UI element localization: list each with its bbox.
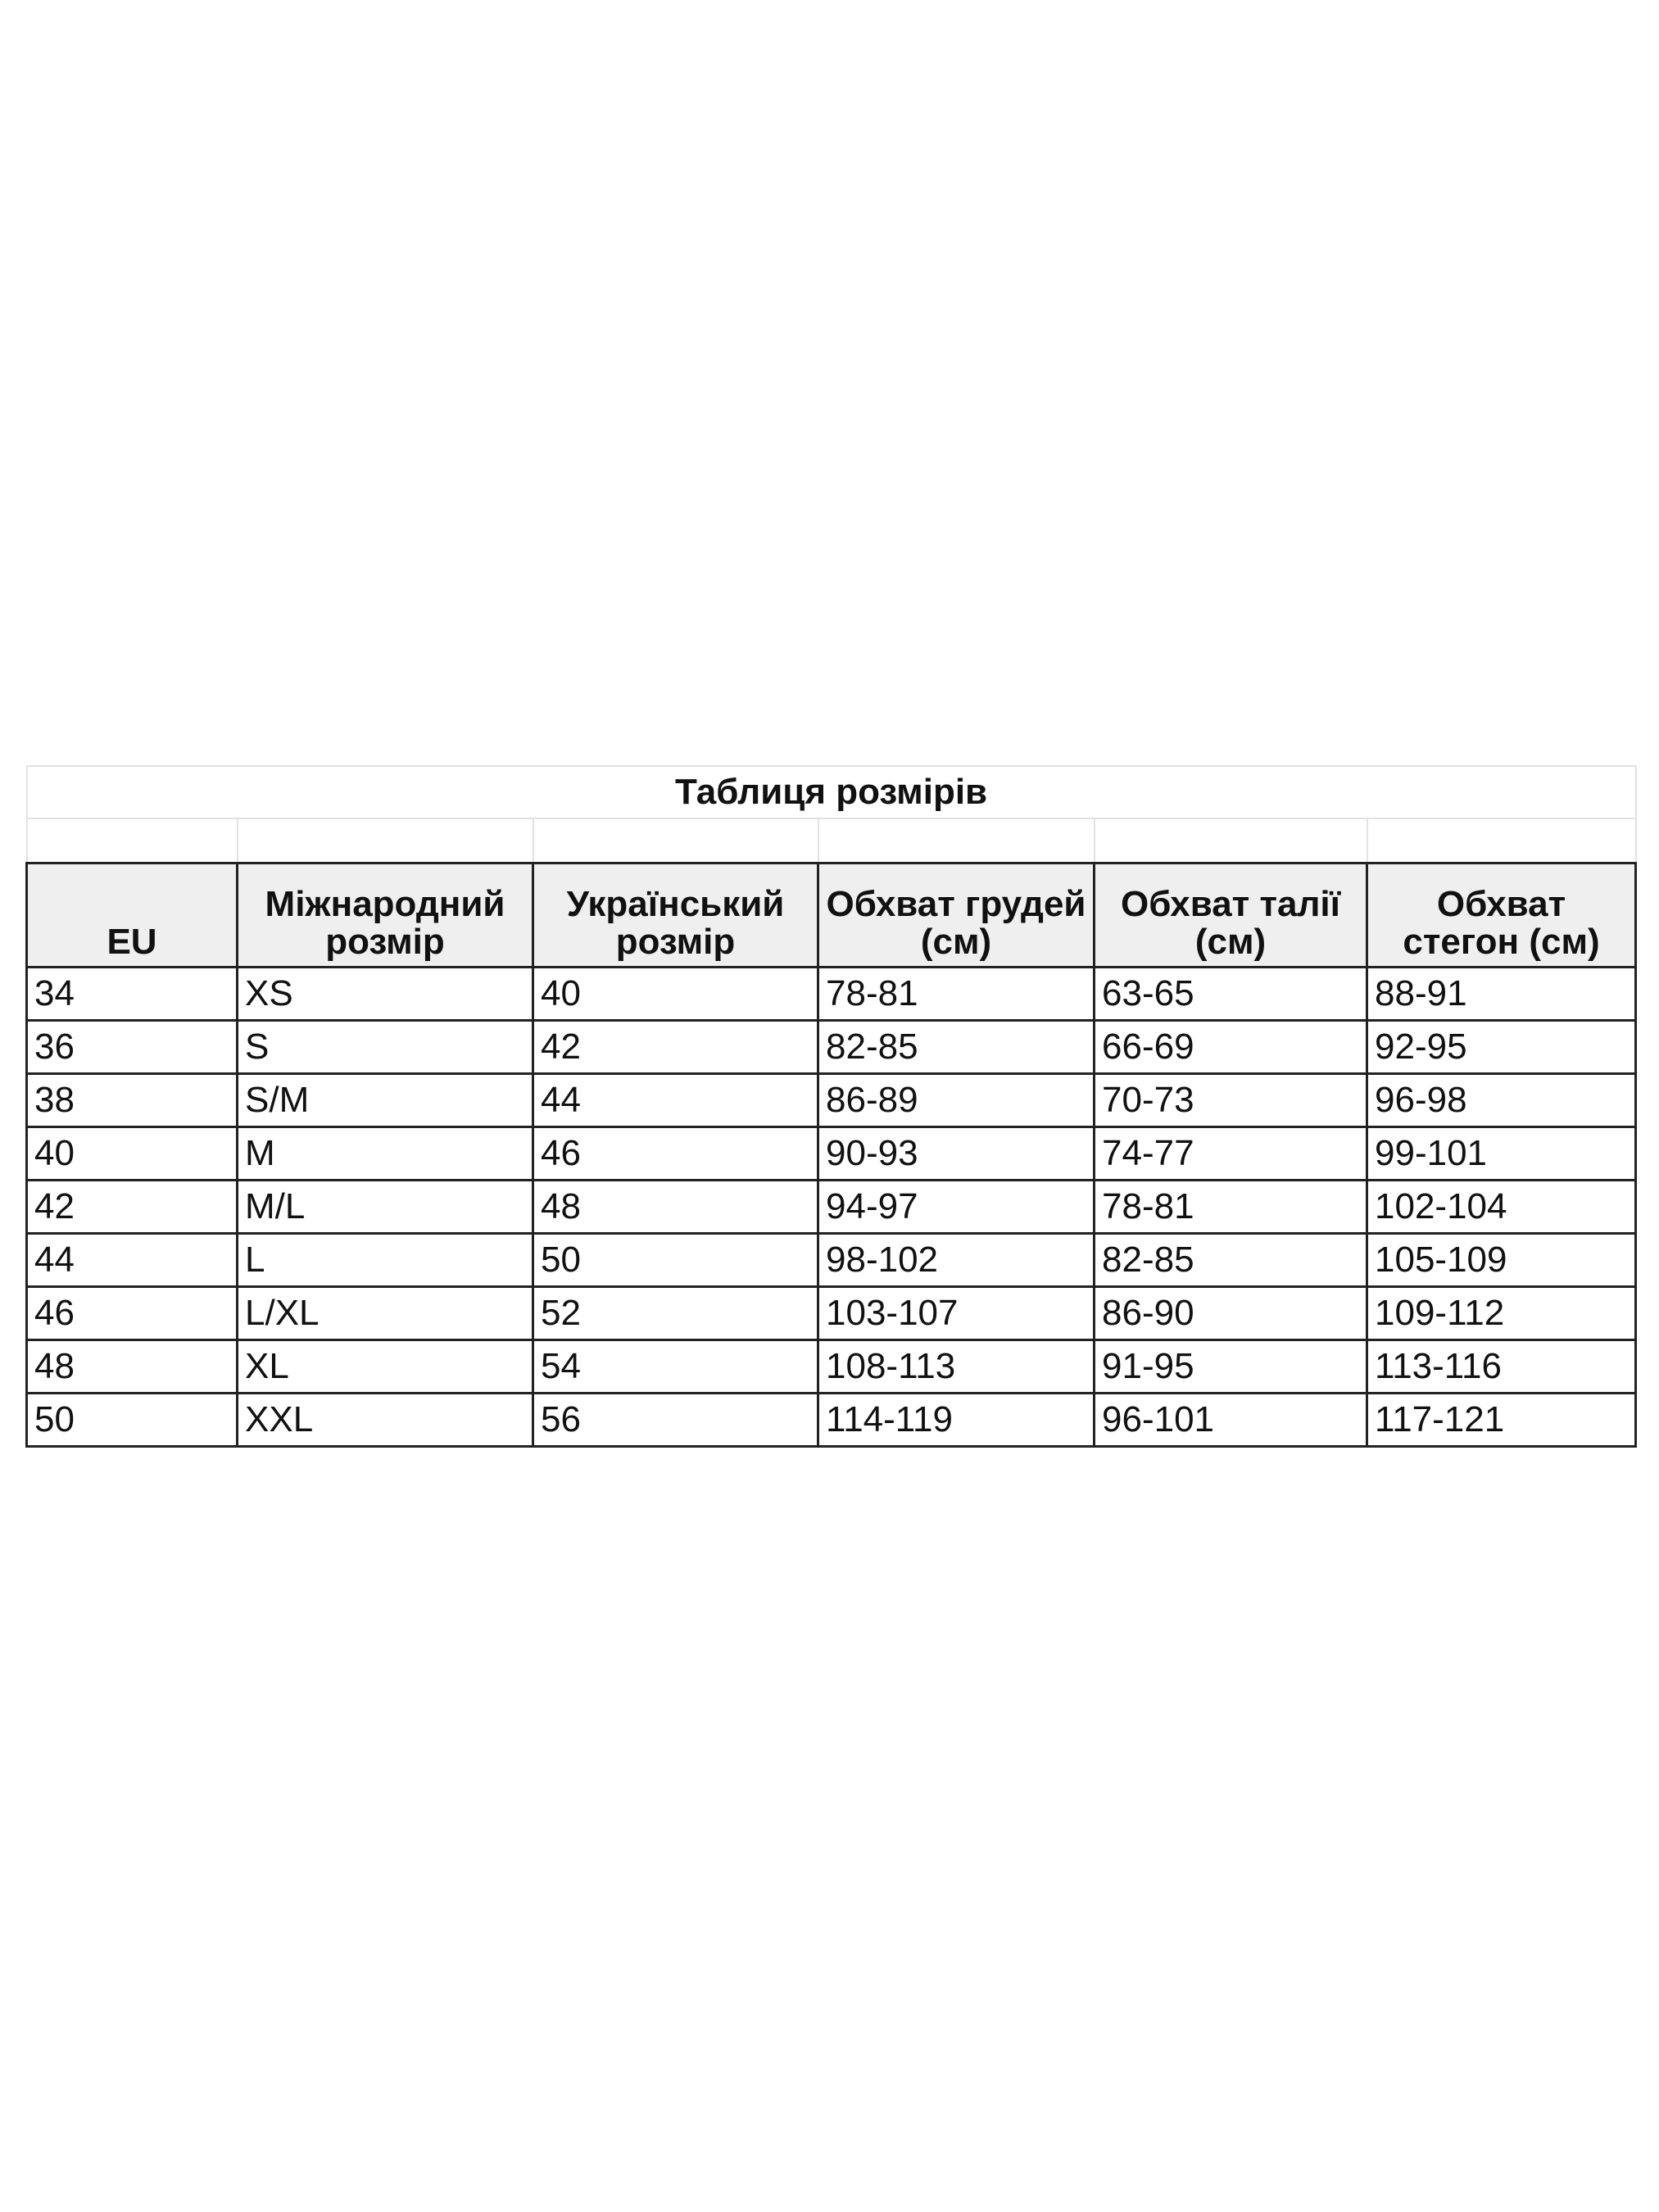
empty-cell [817,818,1095,864]
table-cell: 46 [25,1285,238,1341]
table-cell: 46 [532,1126,819,1181]
table-cell: 42 [25,1179,238,1235]
table-row: 38 S/M 44 86-89 70-73 96-98 [25,1072,1638,1128]
table-row: 50 XXL 56 114-119 96-101 117-121 [25,1392,1638,1448]
table-cell: XXL [236,1392,534,1448]
spacer-row [25,818,1637,864]
table-cell: 102-104 [1365,1179,1638,1235]
table-cell: 92-95 [1365,1019,1638,1075]
table-row: 46 L/XL 52 103-107 86-90 109-112 [25,1285,1638,1341]
empty-cell [236,818,534,864]
table-cell: 117-121 [1365,1392,1638,1448]
column-header: EU [25,862,238,968]
empty-cell [1366,818,1637,864]
table-cell: 40 [532,966,819,1022]
table-cell: 78-81 [817,966,1095,1022]
table-cell: 96-98 [1365,1072,1638,1128]
header-row: EU Міжнародний розмір Український розмір Об… [25,862,1638,968]
table-row: 36 S 42 82-85 66-69 92-95 [25,1019,1638,1075]
table-cell: 91-95 [1093,1339,1368,1394]
table-cell: 50 [25,1392,238,1448]
table-cell: 98-102 [817,1232,1095,1288]
table-cell: 36 [25,1019,238,1075]
column-header: Міжнародний розмір [236,862,534,968]
empty-cell [1093,818,1368,864]
column-header: Обхват стегон (см) [1365,862,1638,968]
table-cell: 86-89 [817,1072,1095,1128]
table-cell: 82-85 [1093,1232,1368,1288]
table-cell: 66-69 [1093,1019,1368,1075]
table-cell: 34 [25,966,238,1022]
table-cell: 82-85 [817,1019,1095,1075]
empty-cell [532,818,819,864]
table-cell: 54 [532,1339,819,1394]
table-cell: 103-107 [817,1285,1095,1341]
table-cell: 113-116 [1365,1339,1638,1394]
table-cell: 86-90 [1093,1285,1368,1341]
table-cell: S/M [236,1072,534,1128]
table-cell: S [236,1019,534,1075]
table-cell: XL [236,1339,534,1394]
table-cell: 70-73 [1093,1072,1368,1128]
table-cell: 108-113 [817,1339,1095,1394]
title-row: Таблиця розмірів [25,765,1637,819]
table-cell: 74-77 [1093,1126,1368,1181]
table-cell: 105-109 [1365,1232,1638,1288]
table-row: 42 M/L 48 94-97 78-81 102-104 [25,1179,1638,1235]
table-row: 48 XL 54 108-113 91-95 113-116 [25,1339,1638,1394]
table-cell: 48 [25,1339,238,1394]
table-cell: 114-119 [817,1392,1095,1448]
table-cell: 38 [25,1072,238,1128]
column-header: Обхват грудей (см) [817,862,1095,968]
table-cell: 44 [532,1072,819,1128]
table-cell: L/XL [236,1285,534,1341]
table-cell: 63-65 [1093,966,1368,1022]
table-cell: 42 [532,1019,819,1075]
column-header: Обхват талії (см) [1093,862,1368,968]
table-cell: 96-101 [1093,1392,1368,1448]
table-cell: 88-91 [1365,966,1638,1022]
table-row: 40 M 46 90-93 74-77 99-101 [25,1126,1638,1181]
table-cell: L [236,1232,534,1288]
table-cell: M [236,1126,534,1181]
table-cell: 90-93 [817,1126,1095,1181]
table-cell: 94-97 [817,1179,1095,1235]
table-row: 34 XS 40 78-81 63-65 88-91 [25,966,1638,1022]
table-cell: 44 [25,1232,238,1288]
column-header: Український розмір [532,862,819,968]
table-cell: 48 [532,1179,819,1235]
table-row: 44 L 50 98-102 82-85 105-109 [25,1232,1638,1288]
table-cell: 109-112 [1365,1285,1638,1341]
empty-cell [25,818,238,864]
table-cell: 78-81 [1093,1179,1368,1235]
table-cell: 52 [532,1285,819,1341]
size-chart-table: Таблиця розмірів EU Міжнародний розмір Укр… [25,765,1638,1448]
table-title: Таблиця розмірів [25,765,1637,819]
table-cell: XS [236,966,534,1022]
table-cell: 50 [532,1232,819,1288]
table-cell: 99-101 [1365,1126,1638,1181]
table-cell: 40 [25,1126,238,1181]
table-cell: 56 [532,1392,819,1448]
table-cell: M/L [236,1179,534,1235]
